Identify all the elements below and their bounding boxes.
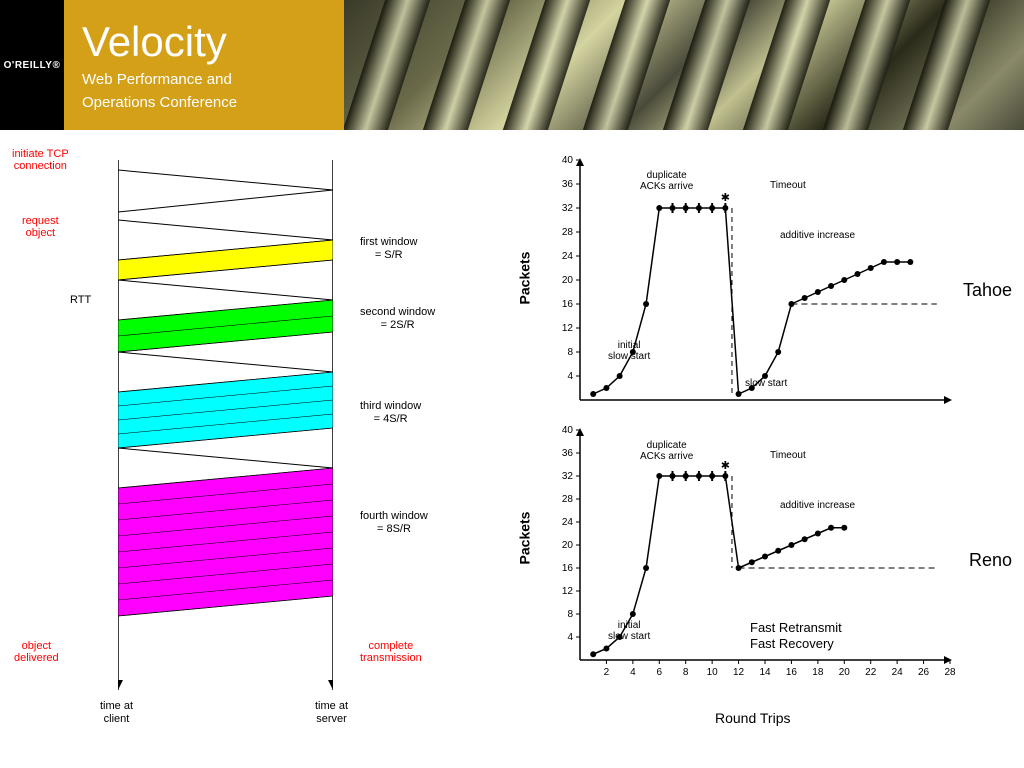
conference-title: Velocity [82, 18, 326, 66]
label-window3: third window = 4S/R [360, 400, 421, 426]
tcp-ladder-svg [118, 160, 333, 690]
svg-text:16: 16 [562, 299, 574, 310]
tahoe-title: Tahoe [963, 280, 1012, 301]
svg-text:12: 12 [562, 586, 574, 597]
content-area: initiate TCP connection request object R… [0, 130, 1024, 768]
svg-text:32: 32 [562, 203, 574, 214]
congestion-charts: Packets Packets Round Trips Tahoe Reno F… [490, 130, 1024, 768]
svg-text:20: 20 [562, 275, 574, 286]
label-rtt: RTT [70, 294, 91, 307]
turbine-image [344, 0, 1024, 130]
svg-text:32: 32 [562, 471, 574, 482]
label-time-server: time at server [315, 700, 348, 726]
svg-text:10: 10 [707, 667, 719, 678]
svg-text:28: 28 [562, 494, 574, 505]
conference-subtitle2: Operations Conference [82, 93, 326, 113]
tahoe-dup-acks: duplicate ACKs arrive [640, 170, 693, 192]
label-complete-transmission: complete transmission [360, 640, 422, 664]
svg-text:8: 8 [683, 667, 689, 678]
title-block: Velocity Web Performance and Operations … [64, 0, 344, 130]
svg-text:22: 22 [865, 667, 877, 678]
x-axis-round-trips: Round Trips [715, 710, 790, 726]
reno-initial-ss: initial slow start [608, 620, 650, 642]
svg-text:24: 24 [562, 251, 574, 262]
svg-text:8: 8 [567, 609, 573, 620]
svg-text:28: 28 [562, 227, 574, 238]
label-time-client: time at client [100, 700, 133, 726]
svg-text:36: 36 [562, 179, 574, 190]
oreilly-block: O'REILLY® [0, 0, 64, 130]
y-axis-packets-reno: Packets [516, 512, 532, 565]
svg-text:20: 20 [562, 540, 574, 551]
label-window2: second window = 2S/R [360, 306, 435, 332]
label-window1: first window = S/R [360, 236, 417, 262]
svg-text:24: 24 [892, 667, 904, 678]
reno-chart: 4812162024283236402468101214161820222426… [540, 420, 960, 690]
header-bar: O'REILLY® Velocity Web Performance and O… [0, 0, 1024, 130]
reno-timeout: Timeout [770, 450, 806, 461]
svg-text:8: 8 [567, 347, 573, 358]
y-axis-packets-tahoe: Packets [516, 252, 532, 305]
svg-text:2: 2 [604, 667, 610, 678]
oreilly-logo: O'REILLY® [4, 60, 61, 71]
reno-title: Reno [969, 550, 1012, 571]
svg-text:40: 40 [562, 425, 574, 436]
label-request-object: request object [22, 215, 59, 239]
tahoe-chart: 4 8 12 16 20 24 28 32 36 40 ✱ [540, 150, 960, 410]
svg-text:12: 12 [562, 323, 574, 334]
svg-text:28: 28 [944, 667, 956, 678]
svg-text:40: 40 [562, 155, 574, 166]
svg-text:4: 4 [567, 632, 573, 643]
svg-text:36: 36 [562, 448, 574, 459]
tahoe-initial-ss: initial slow start [608, 340, 650, 362]
label-object-delivered: object delivered [14, 640, 59, 664]
reno-additive: additive increase [780, 500, 855, 511]
tcp-slowstart-diagram: initiate TCP connection request object R… [0, 130, 490, 768]
label-initiate-tcp: initiate TCP connection [12, 148, 69, 172]
svg-text:4: 4 [630, 667, 636, 678]
svg-text:✱: ✱ [721, 460, 730, 472]
svg-text:6: 6 [657, 667, 663, 678]
svg-text:14: 14 [759, 667, 771, 678]
svg-text:26: 26 [918, 667, 930, 678]
svg-text:4: 4 [567, 371, 573, 382]
tahoe-slow-start: slow start [745, 378, 787, 389]
svg-text:24: 24 [562, 517, 574, 528]
reno-dup-acks: duplicate ACKs arrive [640, 440, 693, 462]
svg-text:16: 16 [786, 667, 798, 678]
tahoe-timeout: Timeout [770, 180, 806, 191]
tahoe-additive: additive increase [780, 230, 855, 241]
svg-text:18: 18 [812, 667, 824, 678]
conference-subtitle1: Web Performance and [82, 70, 326, 90]
svg-text:20: 20 [839, 667, 851, 678]
svg-text:16: 16 [562, 563, 574, 574]
svg-text:✱: ✱ [721, 192, 730, 204]
label-window4: fourth window = 8S/R [360, 510, 428, 536]
svg-text:12: 12 [733, 667, 745, 678]
